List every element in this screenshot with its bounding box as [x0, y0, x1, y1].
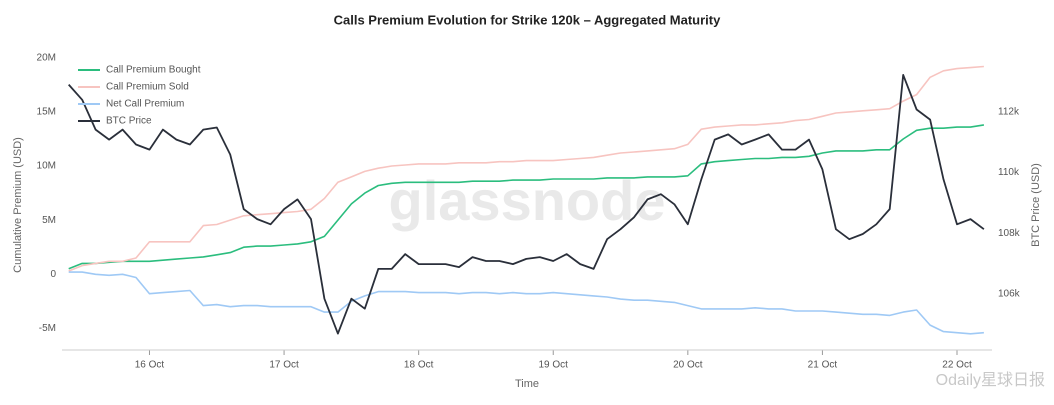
y2-tick-label: 108k	[998, 228, 1021, 239]
legend-label: BTC Price	[106, 116, 152, 127]
x-tick-label: 21 Oct	[808, 360, 838, 371]
y-tick-label: 15M	[37, 107, 56, 118]
series-line	[68, 124, 985, 270]
series-line	[68, 271, 984, 335]
watermark: glassnode	[389, 169, 666, 232]
series-line	[68, 74, 985, 335]
y-axis-title: Cumulative Premium (USD)	[12, 137, 24, 273]
y-tick-label: 20M	[37, 52, 56, 63]
legend-label: Call Premium Bought	[106, 65, 201, 76]
y-tick-label: 5M	[42, 215, 56, 226]
y-tick-label: 10M	[37, 161, 56, 172]
chart-title: Calls Premium Evolution for Strike 120k …	[334, 12, 722, 27]
legend-label: Net Call Premium	[106, 99, 184, 110]
y2-axis-title: BTC Price (USD)	[1030, 163, 1042, 247]
corner-watermark: Odaily星球日报	[936, 371, 1045, 389]
x-axis-title: Time	[515, 378, 539, 390]
x-tick-label: 18 Oct	[404, 360, 434, 371]
x-tick-label: 17 Oct	[269, 360, 299, 371]
y-tick-label: -5M	[39, 323, 56, 334]
x-tick-label: 22 Oct	[942, 360, 972, 371]
y2-tick-label: 112k	[998, 106, 1020, 117]
y2-tick-label: 106k	[998, 288, 1021, 299]
x-tick-label: 16 Oct	[135, 360, 165, 371]
y-tick-label: 0	[50, 269, 56, 280]
x-tick-label: 19 Oct	[539, 360, 569, 371]
legend-label: Call Premium Sold	[106, 82, 189, 93]
series-line	[68, 65, 984, 272]
y2-tick-label: 110k	[998, 167, 1020, 178]
x-tick-label: 20 Oct	[673, 360, 703, 371]
